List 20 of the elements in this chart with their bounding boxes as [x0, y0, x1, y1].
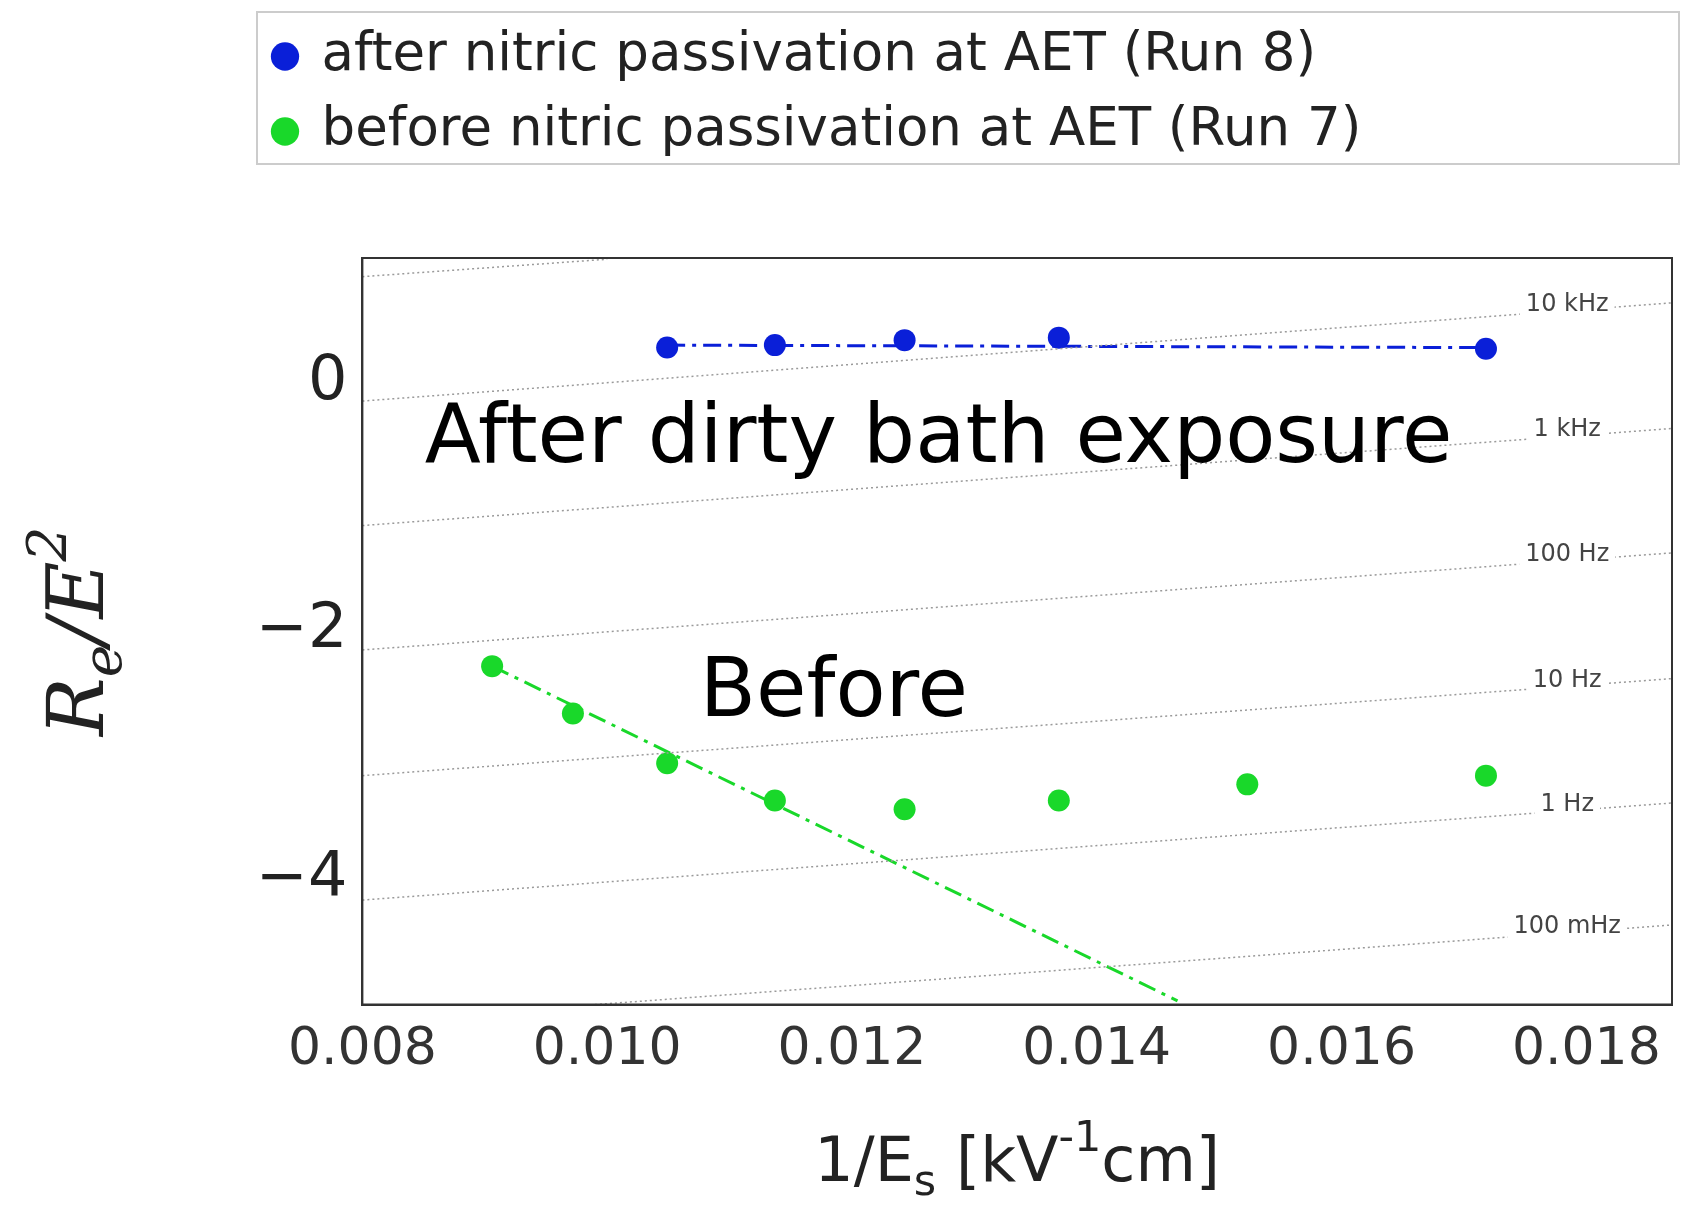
annotation: After dirty bath exposure [424, 386, 1453, 482]
series-label: 10 Hz [1532, 664, 1602, 693]
x-tick-label: 0.012 [777, 1016, 927, 1077]
series-label: 1 Hz [1540, 789, 1595, 818]
y-tick-label: 0 [307, 340, 348, 414]
legend-label: before nitric passivation at AET (Run 7) [321, 96, 1362, 158]
x-tick-label: 0.010 [532, 1016, 682, 1077]
series-label: 100 Hz [1525, 538, 1610, 567]
x-tick-label: 0.008 [287, 1016, 437, 1077]
x-tick-label: 0.016 [1267, 1016, 1416, 1077]
series-label: 100 mHz [1513, 910, 1621, 939]
series-label: 1 kHz [1533, 414, 1601, 443]
legend-label: after nitric passivation at AET (Run 8) [321, 21, 1317, 83]
y-tick-label: −4 [255, 838, 348, 912]
x-tick-label: 0.018 [1511, 1016, 1661, 1077]
series-label: 10 kHz [1525, 288, 1609, 317]
x-tick-label: 0.014 [1022, 1016, 1172, 1077]
y-tick-label: −2 [255, 589, 348, 663]
y-axis-title: Re/E2 [15, 526, 134, 739]
annotation: Before [699, 640, 968, 736]
